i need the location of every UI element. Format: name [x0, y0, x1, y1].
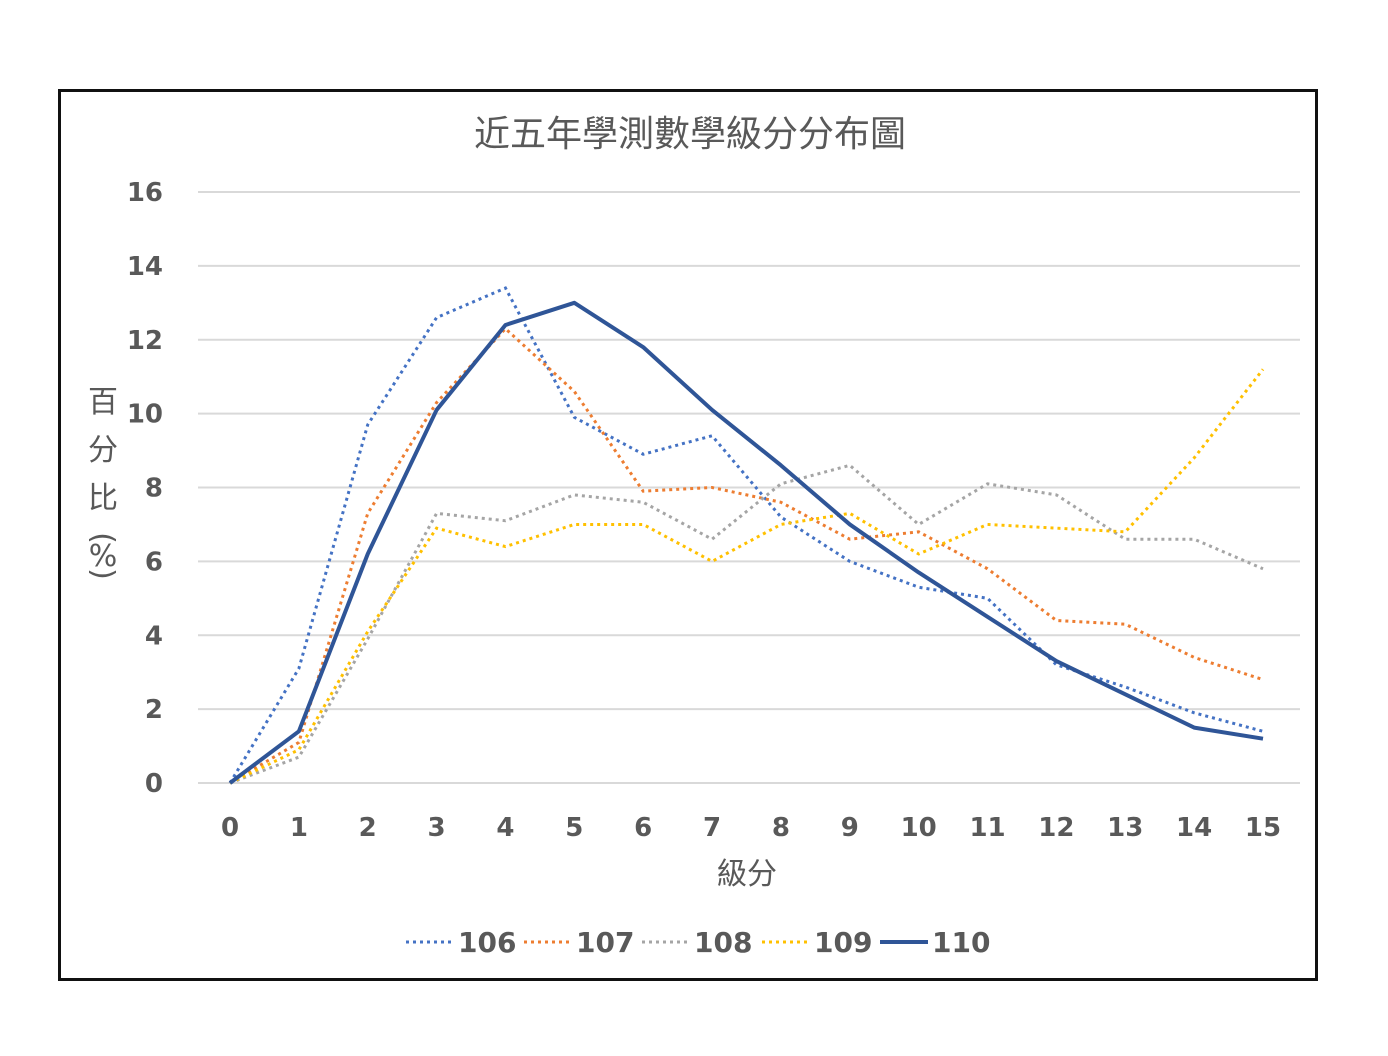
- series-line-106: [228, 286, 1264, 784]
- y-tick-label: 4: [145, 621, 163, 651]
- x-tick-label: 3: [428, 813, 446, 843]
- legend-label: 110: [932, 926, 990, 959]
- y-axis-title-char: %: [89, 539, 118, 574]
- x-tick-label: 10: [901, 813, 937, 843]
- x-tick-label: 6: [634, 813, 652, 843]
- y-tick-label: 16: [127, 178, 163, 208]
- series-line-109: [229, 368, 1265, 785]
- series-line-107: [229, 326, 1264, 785]
- y-axis-title-char: 分: [88, 433, 118, 468]
- x-tick-label: 2: [359, 813, 377, 843]
- legend-label: 107: [576, 926, 634, 959]
- legend-item-108: 108: [642, 926, 752, 959]
- y-axis-ticks: 0 2 4 6 8 10 12 14 16: [127, 178, 163, 799]
- series-line-108: [229, 463, 1264, 785]
- y-tick-label: 2: [145, 695, 163, 725]
- x-tick-label: 4: [496, 813, 514, 843]
- series-line-110: [228, 300, 1264, 785]
- x-tick-label: 12: [1038, 813, 1074, 843]
- chart-title: 近五年學測數學級分分布圖: [474, 114, 906, 155]
- x-tick-label: 7: [703, 813, 721, 843]
- x-tick-label: 11: [969, 813, 1005, 843]
- x-tick-label: 5: [565, 813, 583, 843]
- y-axis-title-char: 比: [88, 481, 118, 516]
- y-tick-label: 8: [145, 474, 163, 504]
- legend-item-109: 109: [762, 926, 872, 959]
- y-axis-title-char: (: [85, 532, 120, 544]
- y-axis-title-char: 百: [88, 385, 118, 420]
- y-tick-label: 12: [127, 326, 163, 356]
- x-axis-title: 級分: [717, 857, 777, 892]
- legend-item-107: 107: [524, 926, 634, 959]
- y-axis-title: 百分比 (%): [85, 385, 120, 580]
- x-tick-label: 15: [1245, 813, 1281, 843]
- x-tick-label: 0: [221, 813, 239, 843]
- y-tick-label: 14: [127, 252, 163, 282]
- y-tick-label: 0: [145, 769, 163, 799]
- y-axis-title-char: ): [85, 568, 120, 580]
- legend: 106 107 108 109 110: [406, 926, 990, 959]
- x-axis-ticks: 0 1 2 3 4 5 6 7 8 9 10 11 12 13 14 15: [221, 813, 1281, 843]
- x-tick-label: 1: [290, 813, 308, 843]
- series-lines: [228, 286, 1265, 785]
- legend-item-106: 106: [406, 926, 516, 959]
- x-tick-label: 14: [1176, 813, 1212, 843]
- x-tick-label: 8: [772, 813, 790, 843]
- y-tick-label: 6: [145, 547, 163, 577]
- gridlines: [198, 191, 1300, 784]
- y-tick-label: 10: [127, 400, 163, 430]
- chart-frame: [58, 89, 1318, 981]
- legend-label: 109: [814, 926, 872, 959]
- x-tick-label: 13: [1107, 813, 1143, 843]
- x-tick-label: 9: [841, 813, 859, 843]
- legend-label: 106: [458, 926, 516, 959]
- legend-item-110: 110: [880, 926, 990, 959]
- legend-label: 108: [694, 926, 752, 959]
